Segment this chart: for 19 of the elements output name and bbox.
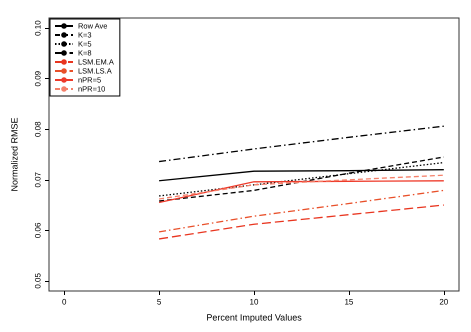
line-series (158, 126, 444, 162)
line-series (158, 174, 444, 200)
y-axis-title: Normalized RMSE (10, 117, 20, 192)
x-tick-label: 20 (439, 298, 449, 306)
x-tick-label: 15 (344, 298, 354, 306)
x-tick-label: 10 (250, 298, 259, 306)
y-tick-label: 0.05 (34, 272, 42, 289)
y-tick-label: 0.09 (34, 70, 42, 86)
x-axis-title: Percent Imputed Values (206, 312, 302, 322)
line-series (158, 190, 444, 232)
y-tick-label: 0.08 (34, 120, 42, 138)
x-tick-label: 0 (62, 298, 67, 306)
y-tick-label: 0.06 (34, 222, 42, 238)
y-tick-label: 0.10 (34, 20, 42, 36)
line-series (158, 156, 444, 202)
line-series (158, 204, 444, 240)
y-tick-label: 0.07 (34, 171, 42, 188)
line-series (158, 180, 444, 204)
x-tick-label: 5 (156, 298, 162, 306)
